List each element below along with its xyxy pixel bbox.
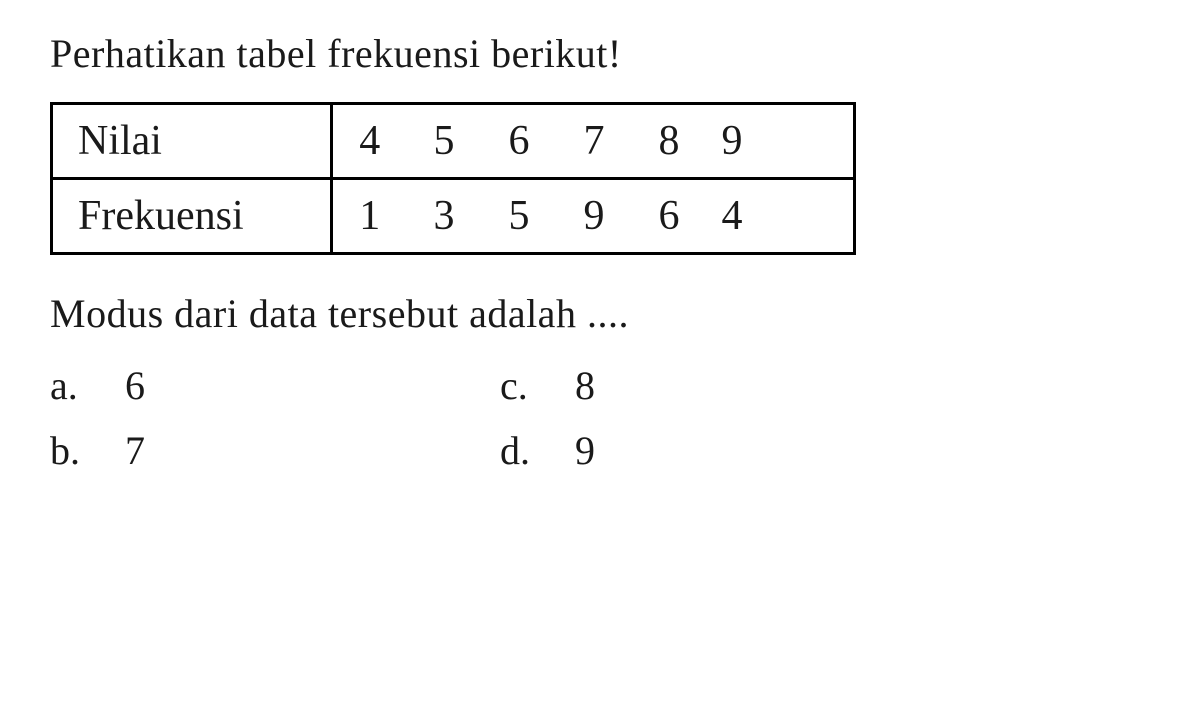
option-value: 7 [110,427,145,474]
table-cell: 8 [632,104,707,179]
option-letter: a. [50,362,110,409]
question-text: Modus dari data tersebut adalah .... [50,290,1149,337]
table-cell: 5 [482,179,557,254]
frequency-table: Nilai 4 5 6 7 8 9 Frekuensi 1 3 5 9 6 4 [50,102,856,255]
option-letter: c. [500,362,560,409]
option-a: a. 6 [50,362,500,409]
table-cell: 4 [707,179,855,254]
option-c: c. 8 [500,362,950,409]
table-cell: 3 [407,179,482,254]
option-b: b. 7 [50,427,500,474]
question-title: Perhatikan tabel frekuensi berikut! [50,30,1149,77]
table-cell: 6 [632,179,707,254]
table-row-nilai: Nilai 4 5 6 7 8 9 [52,104,855,179]
options-container: a. 6 c. 8 b. 7 d. 9 [50,362,950,474]
option-letter: d. [500,427,560,474]
table-cell: 7 [557,104,632,179]
table-cell: 4 [332,104,407,179]
table-cell: 9 [707,104,855,179]
option-d: d. 9 [500,427,950,474]
table-cell: 6 [482,104,557,179]
table-row-frekuensi: Frekuensi 1 3 5 9 6 4 [52,179,855,254]
option-letter: b. [50,427,110,474]
option-value: 9 [560,427,595,474]
table-cell: 9 [557,179,632,254]
row-header-nilai: Nilai [52,104,332,179]
table-cell: 1 [332,179,407,254]
option-value: 6 [110,362,145,409]
row-header-frekuensi: Frekuensi [52,179,332,254]
option-value: 8 [560,362,595,409]
table-cell: 5 [407,104,482,179]
